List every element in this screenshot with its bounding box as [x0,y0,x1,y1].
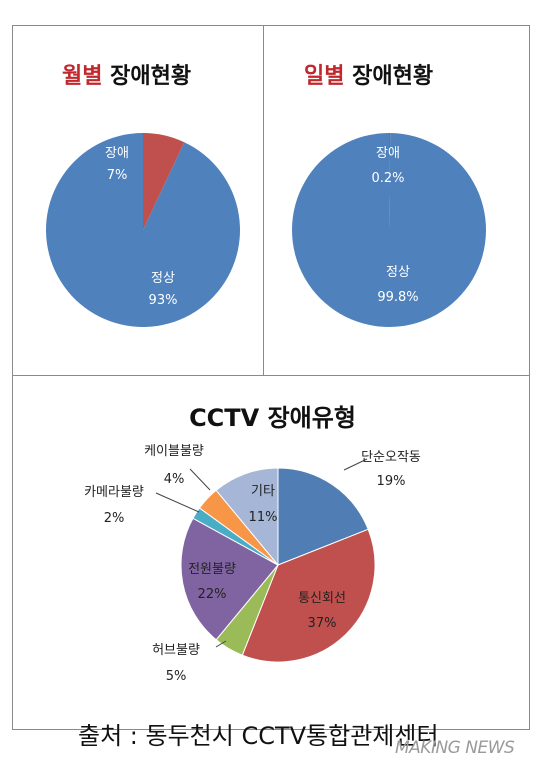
monthly-title-rest: 장애현황 [110,64,192,89]
chart3-leader-1 [343,458,368,471]
chart2-value-label-1: 0.2% [371,171,404,186]
chart3-value-label-7: 11% [249,510,278,525]
chart3-slice-label-5: 카메라불량 [84,485,144,500]
chart1-slice-2 [45,133,240,328]
daily-chart-title: 일별 장애현황 [304,58,433,90]
chart2-value-label-2: 99.8% [377,290,418,305]
chart3-value-label-4: 22% [198,587,227,602]
chart2-slice-label-1: 장애 [376,146,400,161]
chart3-slice-label-7: 기타 [251,484,275,499]
daily-title-rest: 장애현황 [352,64,434,89]
chart3-slice-label-3: 허브불량 [152,643,200,658]
chart1-slice-label-2: 정상 [151,271,175,286]
chart1-value-label-1: 7% [107,168,128,183]
chart3-slice-4 [180,517,279,641]
divider-horizontal [12,375,530,376]
chart3-value-label-2: 37% [308,616,337,631]
monthly-title-highlight: 월별 [62,64,103,89]
chart3-value-label-5: 2% [104,511,125,526]
daily-title-highlight: 일별 [304,64,345,89]
chart2-slice-2 [291,133,486,327]
chart1-slice-1 [143,133,185,230]
chart3-leader-3 [215,640,227,648]
chart3-slice-label-6: 케이블불량 [144,444,204,459]
chart-frame [12,25,530,730]
chart3-slice-label-2: 통신회선 [298,591,346,606]
chart1-value-label-2: 93% [149,293,178,308]
monthly-chart-title: 월별 장애현황 [62,58,191,90]
chart3-slice-2 [241,528,376,663]
chart3-value-label-3: 5% [166,669,187,684]
chart3-value-label-6: 4% [164,472,185,487]
chart3-leader-5 [155,492,200,513]
divider-vertical [263,25,264,375]
chart3-slice-1 [277,467,369,566]
chart3-slice-label-4: 전원불량 [188,562,236,577]
source-caption: 출처 : 동두천시 CCTV통합관제센터 [78,722,439,750]
cctv-chart-title: CCTV 장애유형 [189,404,356,432]
chart2-slice-1 [389,133,391,230]
chart3-slice-label-1: 단순오작동 [361,450,421,465]
chart3-value-label-1: 19% [377,474,406,489]
chart2-slice-label-2: 정상 [386,265,410,280]
chart3-slice-7 [215,467,279,567]
chart1-slice-label-1: 장애 [105,146,129,161]
chart3-leader-6 [189,468,211,491]
watermark: MAKING NEWS [395,738,515,758]
